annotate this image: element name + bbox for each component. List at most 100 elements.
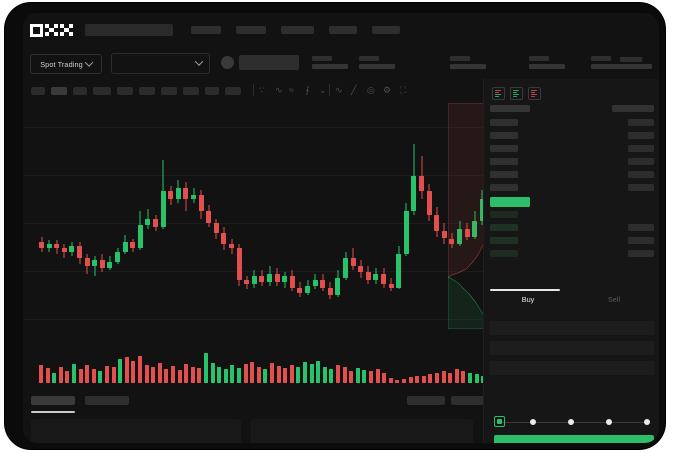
orderbook-view-both-icon[interactable]: [492, 87, 505, 100]
orderbook-row-ask-1-right[interactable]: [628, 119, 654, 126]
orderbook-row-ask-2-left[interactable]: [490, 132, 518, 139]
last-price-display: [239, 55, 299, 70]
dropdown-icon[interactable]: ⌄: [319, 85, 327, 95]
trading-pair-selector[interactable]: [111, 53, 210, 74]
candle-body: [137, 224, 143, 249]
drawing-tool-icon[interactable]: ╱: [351, 85, 357, 95]
orderbook-row-bid-4-left[interactable]: [490, 250, 518, 257]
nav-item-4[interactable]: [329, 26, 357, 34]
nav-item-1[interactable]: [191, 26, 221, 34]
nav-item-3[interactable]: [281, 26, 314, 34]
orderbook-row-ask-3-right[interactable]: [628, 145, 654, 152]
order-form-row-2[interactable]: [490, 341, 654, 355]
candle-26: [229, 238, 234, 255]
orderbook-row-ask-6-right[interactable]: [628, 184, 654, 191]
settings-gear-icon[interactable]: ⚙: [383, 85, 392, 95]
orderbook-row-bid-1-left[interactable]: [490, 211, 518, 218]
orderbook-row-bid-2-left[interactable]: [490, 224, 518, 231]
tab-sell[interactable]: Sell: [607, 295, 621, 304]
stat-24h-high: [359, 56, 395, 69]
orderbook-row-ask-5-right[interactable]: [628, 171, 654, 178]
orderbook-row-ask-6-left[interactable]: [490, 184, 518, 191]
stat-24h-volume-label: [529, 56, 549, 61]
order-form-row-3[interactable]: [490, 361, 654, 375]
bar-style-icon[interactable]: ⨍: [305, 85, 310, 95]
bottom-pane-left: [31, 419, 241, 443]
timeframe-8[interactable]: [183, 87, 199, 95]
coin-avatar-icon: [221, 56, 234, 69]
orderbook-row-ask-4-right[interactable]: [628, 158, 654, 165]
orderbook-row-ask-3-left[interactable]: [490, 145, 518, 152]
tab-buy[interactable]: Buy: [521, 295, 535, 304]
nav-item-2[interactable]: [236, 26, 266, 34]
bottom-action-2[interactable]: [451, 396, 485, 405]
okx-logo[interactable]: [30, 23, 74, 37]
tablet-screen: Spot Trading ∵ ∿ ≈ ⨍ ⌄ ∿ ╱ ◎ ⚙ ⛶: [23, 13, 659, 443]
candle-17: [160, 160, 166, 229]
volume-bar-33: [250, 361, 255, 383]
candle-5: [69, 242, 75, 257]
timeframe-1[interactable]: [31, 87, 45, 95]
orderbook-row-last-price-left[interactable]: [490, 197, 530, 207]
orderbook-row-ask-2-right[interactable]: [628, 132, 654, 139]
candle-33: [282, 271, 288, 288]
indicators-icon[interactable]: ∿: [275, 85, 283, 95]
timeframe-9[interactable]: [205, 87, 219, 95]
candle-41: [343, 252, 348, 280]
trading-mode-dropdown[interactable]: Spot Trading: [30, 54, 102, 74]
step-indicator-3[interactable]: [568, 419, 574, 425]
timeframe-7[interactable]: [161, 87, 177, 95]
volume-bar-31: [237, 368, 241, 383]
line-chart-icon[interactable]: ∿: [335, 85, 343, 95]
candle-body: [358, 265, 364, 272]
primary-cta-button[interactable]: [494, 435, 654, 443]
timeframe-3[interactable]: [73, 87, 87, 95]
step-indicator-1[interactable]: [494, 416, 505, 427]
stepper-connector-line: [500, 421, 648, 423]
nav-item-5[interactable]: [372, 26, 400, 34]
volume-bar-47: [342, 367, 347, 383]
volume-bar-65: [461, 371, 466, 383]
timeframe-4[interactable]: [93, 87, 111, 95]
fullscreen-icon[interactable]: ⛶: [400, 85, 407, 95]
volume-bar-54: [388, 377, 393, 383]
global-search-input[interactable]: [85, 24, 173, 36]
orderbook-row-ask-1-left[interactable]: [490, 119, 518, 126]
orderbook-row-bid-4-right[interactable]: [628, 250, 654, 257]
orderbook-view-asks-icon[interactable]: [528, 87, 541, 100]
timeframe-2[interactable]: [51, 87, 67, 95]
market-subheader: Spot Trading: [23, 47, 659, 79]
candlestick-chart[interactable]: [23, 103, 483, 329]
bottom-action-1[interactable]: [407, 396, 445, 405]
orderbook-row-ask-4-left[interactable]: [490, 158, 518, 165]
candle-43: [358, 260, 364, 278]
candle-18: [168, 185, 174, 206]
timeframe-5[interactable]: [117, 87, 133, 95]
volume-bar-10: [98, 371, 103, 383]
candle-8: [92, 256, 98, 276]
candle-36: [305, 279, 310, 296]
orderbook-row-bid-3-left[interactable]: [490, 237, 518, 244]
stat-24h-low-label: [450, 56, 470, 61]
camera-icon[interactable]: ◎: [367, 85, 375, 95]
step-indicator-5[interactable]: [644, 419, 650, 425]
timeframe-10[interactable]: [225, 87, 241, 95]
orderbook-row-bid-2-right[interactable]: [628, 224, 654, 231]
bottom-tab-open-orders[interactable]: [31, 396, 75, 405]
timeframe-6[interactable]: [139, 87, 155, 95]
bottom-tab-order-history[interactable]: [85, 396, 129, 405]
candle-56: [457, 220, 462, 247]
candle-body: [464, 228, 470, 237]
candle-body: [84, 258, 90, 266]
step-indicator-2[interactable]: [530, 419, 536, 425]
order-form-row-1[interactable]: [490, 321, 654, 335]
compare-icon[interactable]: ≈: [289, 85, 294, 95]
volume-bar-7: [78, 368, 83, 383]
step-indicator-4[interactable]: [606, 419, 612, 425]
orderbook-view-bids-icon[interactable]: [510, 87, 523, 100]
orderbook-row-ask-5-left[interactable]: [490, 171, 518, 178]
candlestick-chart-icon[interactable]: ∵: [259, 85, 265, 95]
volume-bar-66: [468, 372, 472, 383]
orderbook-row-bid-3-right[interactable]: [628, 237, 654, 244]
